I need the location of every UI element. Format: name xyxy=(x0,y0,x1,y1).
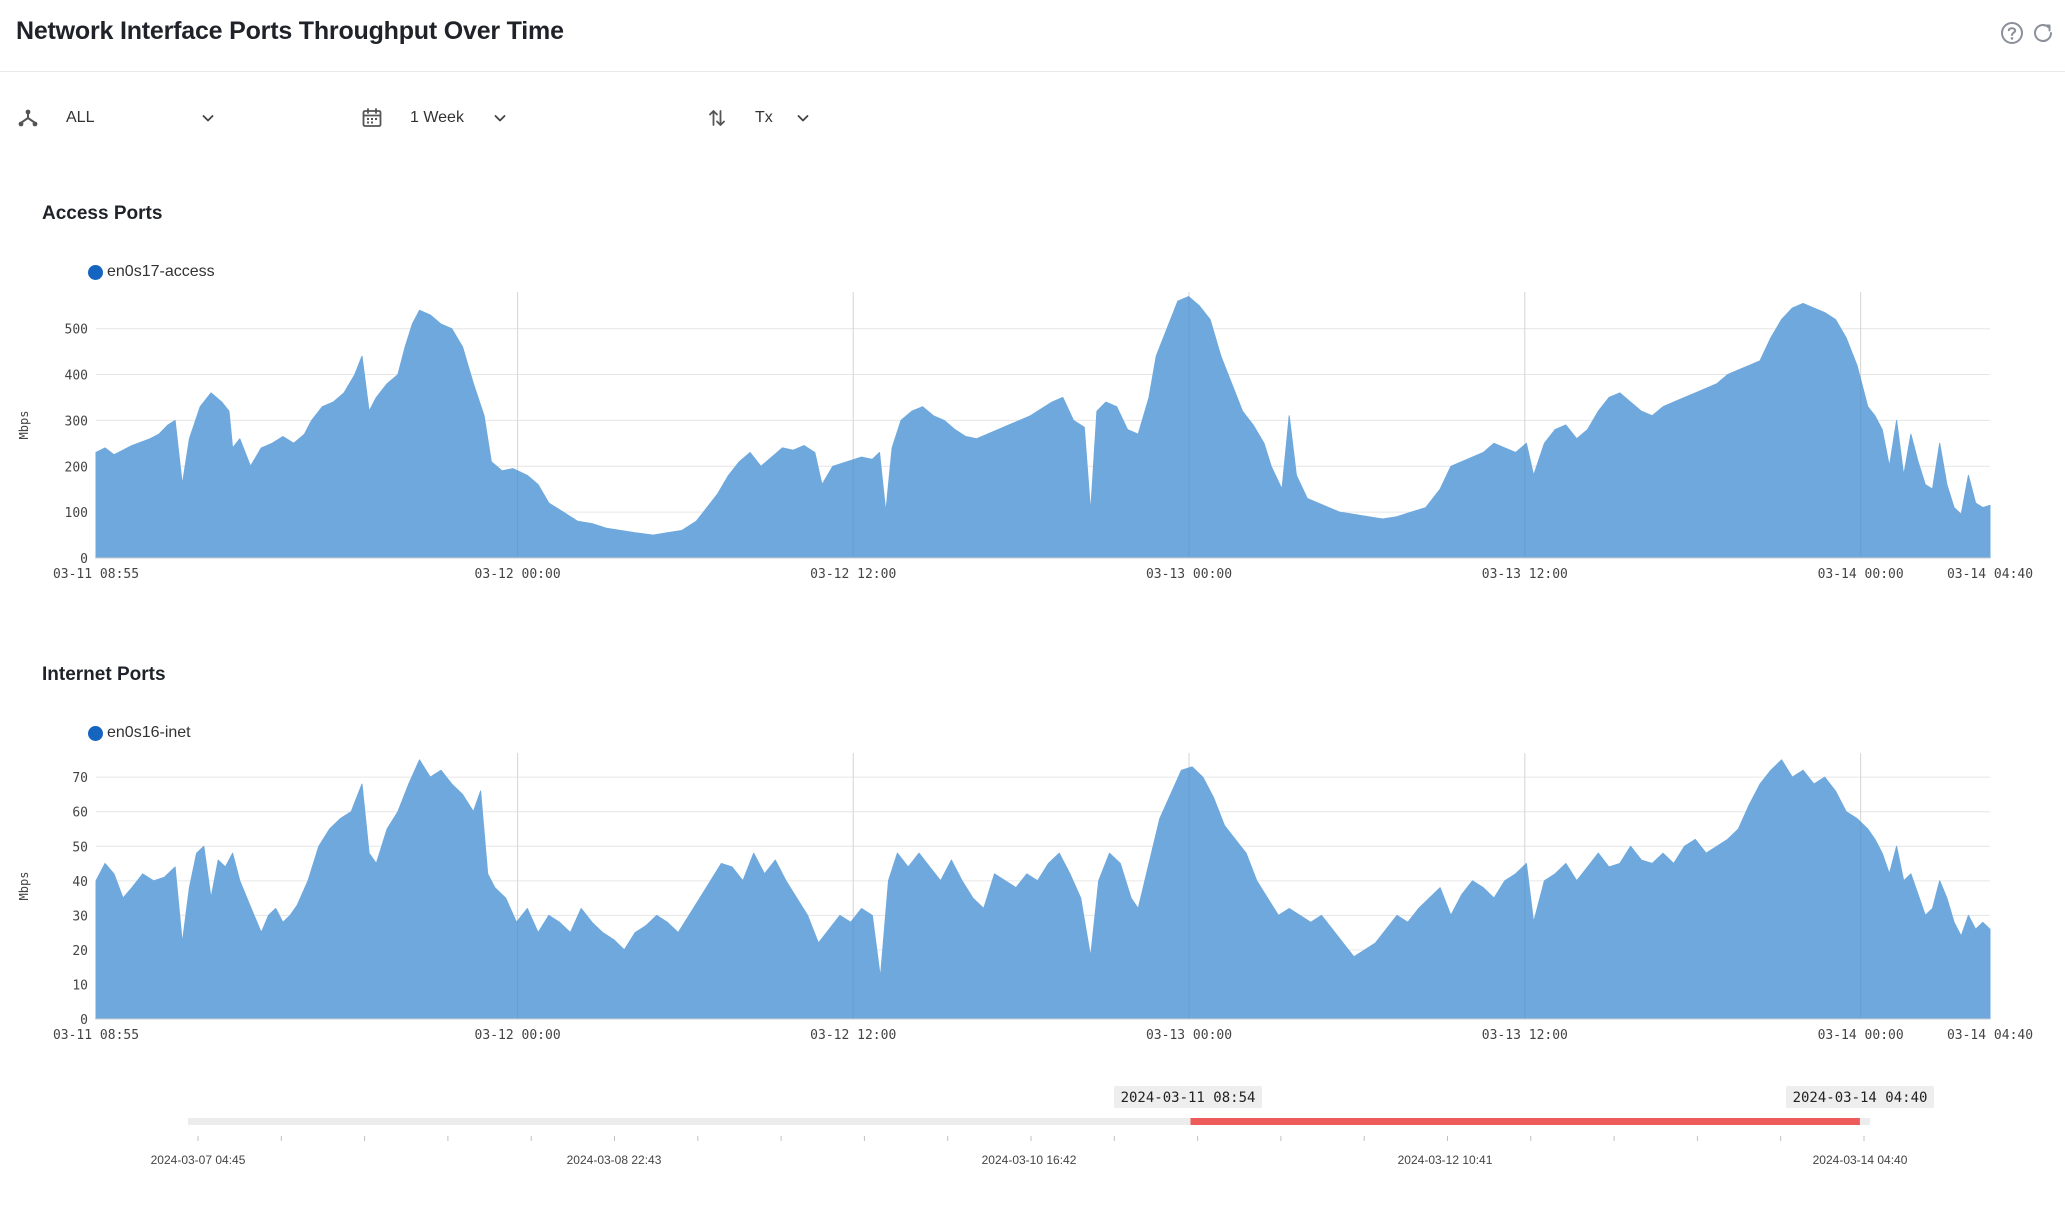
y-tick-label: 50 xyxy=(72,840,88,855)
legend-label: en0s17-access xyxy=(107,263,215,280)
slider-tick-label: 2024-03-14 04:40 xyxy=(1813,1153,1908,1167)
x-tick-label: 03-14 00:00 xyxy=(1818,1028,1904,1043)
slider-tick-label: 2024-03-10 16:42 xyxy=(982,1153,1077,1167)
y-tick-label: 300 xyxy=(65,414,88,429)
y-tick-label: 70 xyxy=(72,771,88,786)
arrows-up-down-icon xyxy=(709,110,725,126)
series-area-en0s17-access[interactable] xyxy=(95,296,1991,559)
chevron-down-icon xyxy=(202,115,214,122)
x-tick-label: 03-14 00:00 xyxy=(1818,567,1904,582)
x-tick-label: 03-12 12:00 xyxy=(810,1028,896,1043)
x-tick-label: 03-13 00:00 xyxy=(1146,567,1232,582)
page-title: Network Interface Ports Throughput Over … xyxy=(16,17,564,45)
x-tick-label: 03-13 00:00 xyxy=(1146,1028,1232,1043)
legend-label: en0s16-inet xyxy=(107,724,191,741)
period-filter xyxy=(360,96,384,140)
x-tick-label: 03-12 12:00 xyxy=(810,567,896,582)
slider-selected-range[interactable] xyxy=(1190,1118,1860,1125)
chevron-down-icon xyxy=(797,115,809,122)
y-tick-label: 100 xyxy=(65,506,88,521)
slider-tick-label: 2024-03-08 22:43 xyxy=(567,1153,662,1167)
y-tick-label: 0 xyxy=(80,1013,88,1028)
access-ports-title: Access Ports xyxy=(42,203,163,224)
chevron-down-icon xyxy=(494,115,506,122)
y-tick-label: 60 xyxy=(72,806,88,821)
x-tick-label: 03-12 00:00 xyxy=(475,1028,561,1043)
y-axis-label: Mbps xyxy=(17,872,31,901)
y-tick-label: 400 xyxy=(65,369,88,384)
period-select[interactable]: 1 Week xyxy=(410,102,508,134)
network-topology-icon xyxy=(18,109,38,127)
calendar-icon xyxy=(362,108,382,127)
legend-inet[interactable]: en0s16-inet xyxy=(88,724,191,742)
y-tick-label: 40 xyxy=(72,875,88,890)
y-tick-label: 30 xyxy=(72,909,88,924)
y-tick-label: 20 xyxy=(72,944,88,959)
slider-track[interactable] xyxy=(188,1118,1870,1125)
time-range-slider[interactable]: 2024-03-07 04:45 2024-03-08 22:43 2024-03-… xyxy=(0,1070,2065,1170)
internet-ports-chart[interactable]: 0 10 20 30 40 50 60 70 03-11 08:55 03-12 00:00 03-… xyxy=(0,741,2065,1051)
x-tick-label: 03-11 08:55 xyxy=(53,567,139,582)
slider-start-label-box[interactable] xyxy=(1114,1086,1262,1108)
x-tick-label: 03-13 12:00 xyxy=(1482,1028,1568,1043)
refresh-icon[interactable] xyxy=(2030,20,2056,46)
slider-end-label-box[interactable] xyxy=(1786,1086,1934,1108)
series-area-en0s16-inet[interactable] xyxy=(95,759,1991,1020)
legend-dot xyxy=(88,264,103,280)
page-header: Network Interface Ports Throughput Over … xyxy=(0,0,2065,72)
question-circle-icon[interactable] xyxy=(1999,20,2025,46)
internet-ports-title: Internet Ports xyxy=(42,664,166,685)
y-axis-label: Mbps xyxy=(17,411,31,440)
x-tick-label: 03-12 00:00 xyxy=(475,567,561,582)
y-tick-label: 200 xyxy=(65,460,88,475)
interface-select-value: ALL xyxy=(66,109,95,126)
direction-select-value: Tx xyxy=(755,109,773,126)
interface-select[interactable]: ALL xyxy=(66,102,216,134)
filter-toolbar: ALL 1 Week Tx xyxy=(0,96,2065,140)
slider-start-label: 2024-03-11 08:54 xyxy=(1121,1090,1256,1106)
y-tick-label: 10 xyxy=(72,978,88,993)
x-tick-label: 03-13 12:00 xyxy=(1482,567,1568,582)
x-tick-label: 03-14 04:40 xyxy=(1947,567,2033,582)
x-tick-label: 03-14 04:40 xyxy=(1947,1028,2033,1043)
period-select-value: 1 Week xyxy=(410,109,464,126)
slider-tick-label: 2024-03-12 10:41 xyxy=(1398,1153,1493,1167)
slider-tick-label: 2024-03-07 04:45 xyxy=(151,1153,246,1167)
y-tick-label: 500 xyxy=(65,323,88,338)
slider-end-label: 2024-03-14 04:40 xyxy=(1793,1090,1928,1106)
legend-dot xyxy=(88,725,103,741)
access-ports-chart[interactable]: 0 100 200 300 400 500 03-11 08:55 03-12 00:00 03… xyxy=(0,280,2065,590)
interface-filter xyxy=(16,96,40,140)
x-tick-label: 03-11 08:55 xyxy=(53,1028,139,1043)
legend-access[interactable]: en0s17-access xyxy=(88,263,215,281)
y-tick-label: 0 xyxy=(80,552,88,567)
direction-select[interactable]: Tx xyxy=(755,102,811,134)
direction-filter xyxy=(705,96,729,140)
